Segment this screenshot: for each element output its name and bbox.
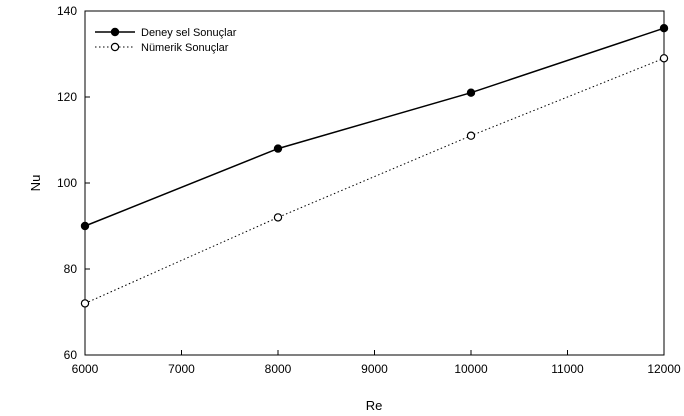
x-tick-label: 11000 [551,362,584,376]
data-point [466,131,476,140]
x-axis-title: Re [366,398,383,413]
data-point [80,299,90,308]
y-axis-title: Nu [28,175,43,192]
data-point [659,24,669,33]
x-axis-ticks: 6000 7000 8000 9000 10000 11000 12000 [72,350,681,376]
x-tick-label: 10000 [454,362,488,376]
x-tick-label: 7000 [168,362,195,376]
series-line-2 [84,57,665,304]
y-tick-label: 140 [57,4,77,18]
y-tick-label: 100 [57,176,77,190]
series-layer [80,24,669,308]
x-tick-label: 6000 [72,362,99,376]
data-point [466,88,476,97]
y-tick-label: 120 [57,90,77,104]
legend-marker [110,42,120,52]
y-tick-label: 60 [64,348,78,362]
data-point [273,213,283,222]
plot-area-frame [84,10,665,356]
legend-marker [110,27,120,37]
legend: Deney sel Sonuçlar Nümerik Sonuçlar [95,27,237,54]
data-point [80,221,90,231]
y-axis-ticks: 60 80 100 120 140 [57,4,90,362]
x-tick-label: 12000 [647,362,681,376]
x-tick-label: 9000 [361,362,388,376]
data-point [659,54,669,63]
series-line-1 [84,27,665,227]
legend-label: Nümerik Sonuçlar [141,42,229,54]
legend-label: Deney sel Sonuçlar [141,27,237,39]
x-tick-label: 8000 [265,362,292,376]
y-tick-label: 80 [64,262,78,276]
data-point [273,144,283,153]
